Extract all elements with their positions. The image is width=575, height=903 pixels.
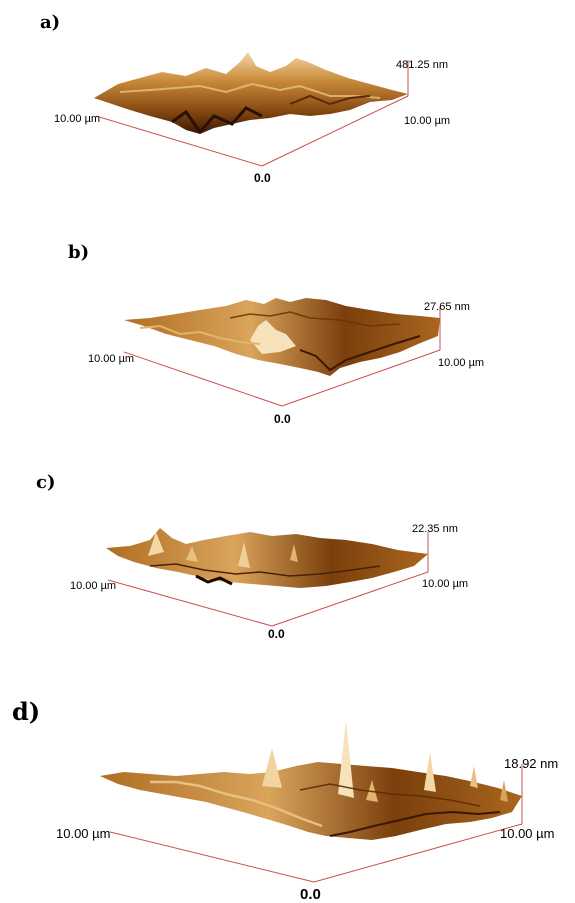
panel-b-y-label: 10.00 µm: [88, 353, 134, 365]
panel-b-letter: b): [68, 242, 89, 263]
panel-b-axes: [123, 306, 441, 407]
panel-a: a) 481.25 nm 10.00 µm 10.00 µm 0.0: [40, 12, 450, 185]
panel-a-letter: a): [40, 12, 60, 33]
panel-a-z-label: 481.25 nm: [396, 59, 448, 71]
panel-c: c) 22.35 nm 10.00 µm 10.00 µm 0.0: [36, 472, 468, 641]
panel-b-z-label: 27.65 nm: [424, 301, 470, 313]
panel-c-x-label: 10.00 µm: [422, 578, 468, 590]
panel-a-y-label: 10.00 µm: [54, 113, 100, 125]
panel-d-y-label: 10.00 µm: [56, 826, 110, 841]
panel-c-axes: [107, 532, 429, 627]
panel-c-letter: c): [36, 472, 55, 493]
panel-d-z-label: 18.92 nm: [504, 756, 558, 771]
panel-c-surface: [106, 528, 428, 588]
panel-c-origin-label: 0.0: [268, 627, 285, 641]
panel-b-surface: [124, 298, 440, 376]
panel-b-x-label: 10.00 µm: [438, 357, 484, 369]
panel-c-y-label: 10.00 µm: [70, 580, 116, 592]
panel-d-origin-label: 0.0: [300, 886, 321, 903]
panel-d-letter: d): [12, 697, 40, 726]
panel-b: b) 27.65 nm 10.00 µm 10.00 µm 0.0: [68, 242, 484, 426]
panel-b-origin-label: 0.0: [274, 412, 291, 426]
panel-d: d) 18.92 nm 10.00 µm 10.00 µm 0.0: [12, 697, 558, 903]
panel-a-origin-label: 0.0: [254, 171, 271, 185]
panel-a-x-label: 10.00 µm: [404, 115, 450, 127]
panel-a-axes: [95, 60, 409, 167]
panel-a-surface: [94, 52, 408, 135]
panel-d-surface: [100, 720, 522, 840]
panel-c-z-label: 22.35 nm: [412, 523, 458, 535]
panel-d-axes: [109, 764, 523, 883]
panel-d-x-label: 10.00 µm: [500, 826, 554, 841]
